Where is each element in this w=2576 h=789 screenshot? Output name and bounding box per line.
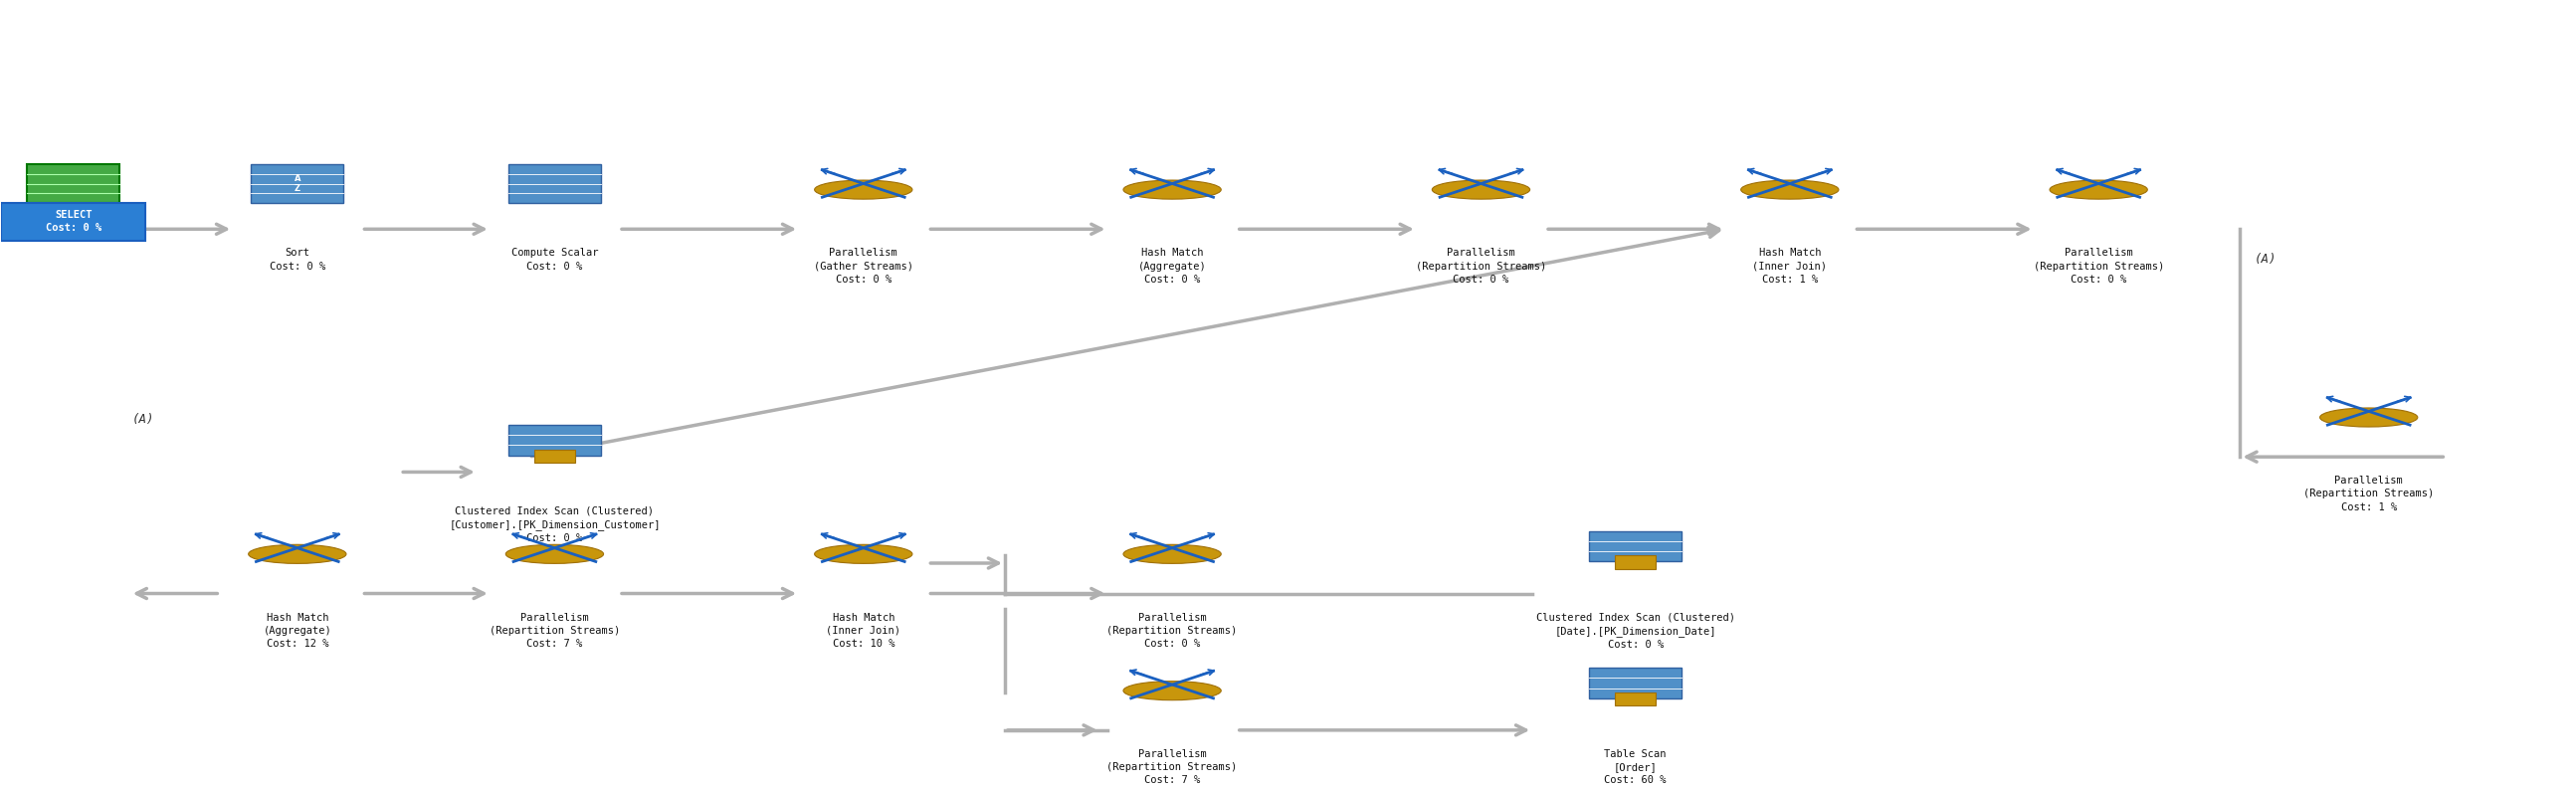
Text: Hash Match
(Aggregate)
Cost: 0 %: Hash Match (Aggregate) Cost: 0 %: [1139, 248, 1206, 284]
Text: Parallelism
(Repartition Streams)
Cost: 7 %: Parallelism (Repartition Streams) Cost: …: [489, 612, 621, 649]
Text: Clustered Index Scan (Clustered)
[Customer].[PK_Dimension_Customer]
Cost: 0 %: Clustered Index Scan (Clustered) [Custom…: [448, 507, 659, 544]
Text: Hash Match
(Inner Join)
Cost: 1 %: Hash Match (Inner Join) Cost: 1 %: [1752, 248, 1826, 284]
FancyBboxPatch shape: [1589, 668, 1682, 698]
Ellipse shape: [505, 544, 603, 563]
Text: A
Z: A Z: [294, 174, 301, 193]
Text: Parallelism
(Repartition Streams)
Cost: 0 %: Parallelism (Repartition Streams) Cost: …: [1108, 612, 1236, 649]
Text: SELECT
Cost: 0 %: SELECT Cost: 0 %: [46, 210, 100, 233]
Text: Parallelism
(Repartition Streams)
Cost: 7 %: Parallelism (Repartition Streams) Cost: …: [1108, 749, 1236, 785]
Ellipse shape: [1741, 180, 1839, 199]
Text: (A): (A): [131, 413, 155, 425]
Text: Parallelism
(Gather Streams)
Cost: 0 %: Parallelism (Gather Streams) Cost: 0 %: [814, 248, 912, 284]
Ellipse shape: [1123, 180, 1221, 199]
Ellipse shape: [814, 180, 912, 199]
Ellipse shape: [814, 544, 912, 563]
Text: Clustered Index Scan (Clustered)
[Date].[PK_Dimension_Date]
Cost: 0 %: Clustered Index Scan (Clustered) [Date].…: [1535, 612, 1734, 649]
FancyBboxPatch shape: [28, 165, 118, 203]
Ellipse shape: [1123, 681, 1221, 700]
Text: (A): (A): [2254, 253, 2277, 266]
Text: Parallelism
(Repartition Streams)
Cost: 1 %: Parallelism (Repartition Streams) Cost: …: [2303, 476, 2434, 512]
Ellipse shape: [1432, 180, 1530, 199]
Text: Parallelism
(Repartition Streams)
Cost: 0 %: Parallelism (Repartition Streams) Cost: …: [2032, 248, 2164, 284]
Text: Hash Match
(Inner Join)
Cost: 10 %: Hash Match (Inner Join) Cost: 10 %: [827, 612, 902, 649]
Text: Table Scan
[Order]
Cost: 60 %: Table Scan [Order] Cost: 60 %: [1605, 749, 1667, 785]
Text: Hash Match
(Aggregate)
Cost: 12 %: Hash Match (Aggregate) Cost: 12 %: [263, 612, 332, 649]
FancyBboxPatch shape: [507, 425, 600, 455]
Ellipse shape: [1123, 544, 1221, 563]
Text: Parallelism
(Repartition Streams)
Cost: 0 %: Parallelism (Repartition Streams) Cost: …: [1417, 248, 1546, 284]
Ellipse shape: [2050, 180, 2148, 199]
FancyBboxPatch shape: [507, 165, 600, 203]
Text: Compute Scalar
Cost: 0 %: Compute Scalar Cost: 0 %: [510, 248, 598, 271]
FancyBboxPatch shape: [533, 449, 574, 463]
FancyBboxPatch shape: [250, 165, 343, 203]
FancyBboxPatch shape: [1589, 531, 1682, 562]
Text: Sort
Cost: 0 %: Sort Cost: 0 %: [270, 248, 325, 271]
FancyBboxPatch shape: [3, 203, 144, 241]
FancyBboxPatch shape: [1615, 555, 1656, 569]
FancyBboxPatch shape: [1615, 692, 1656, 706]
Ellipse shape: [2321, 408, 2419, 427]
Ellipse shape: [247, 544, 345, 563]
